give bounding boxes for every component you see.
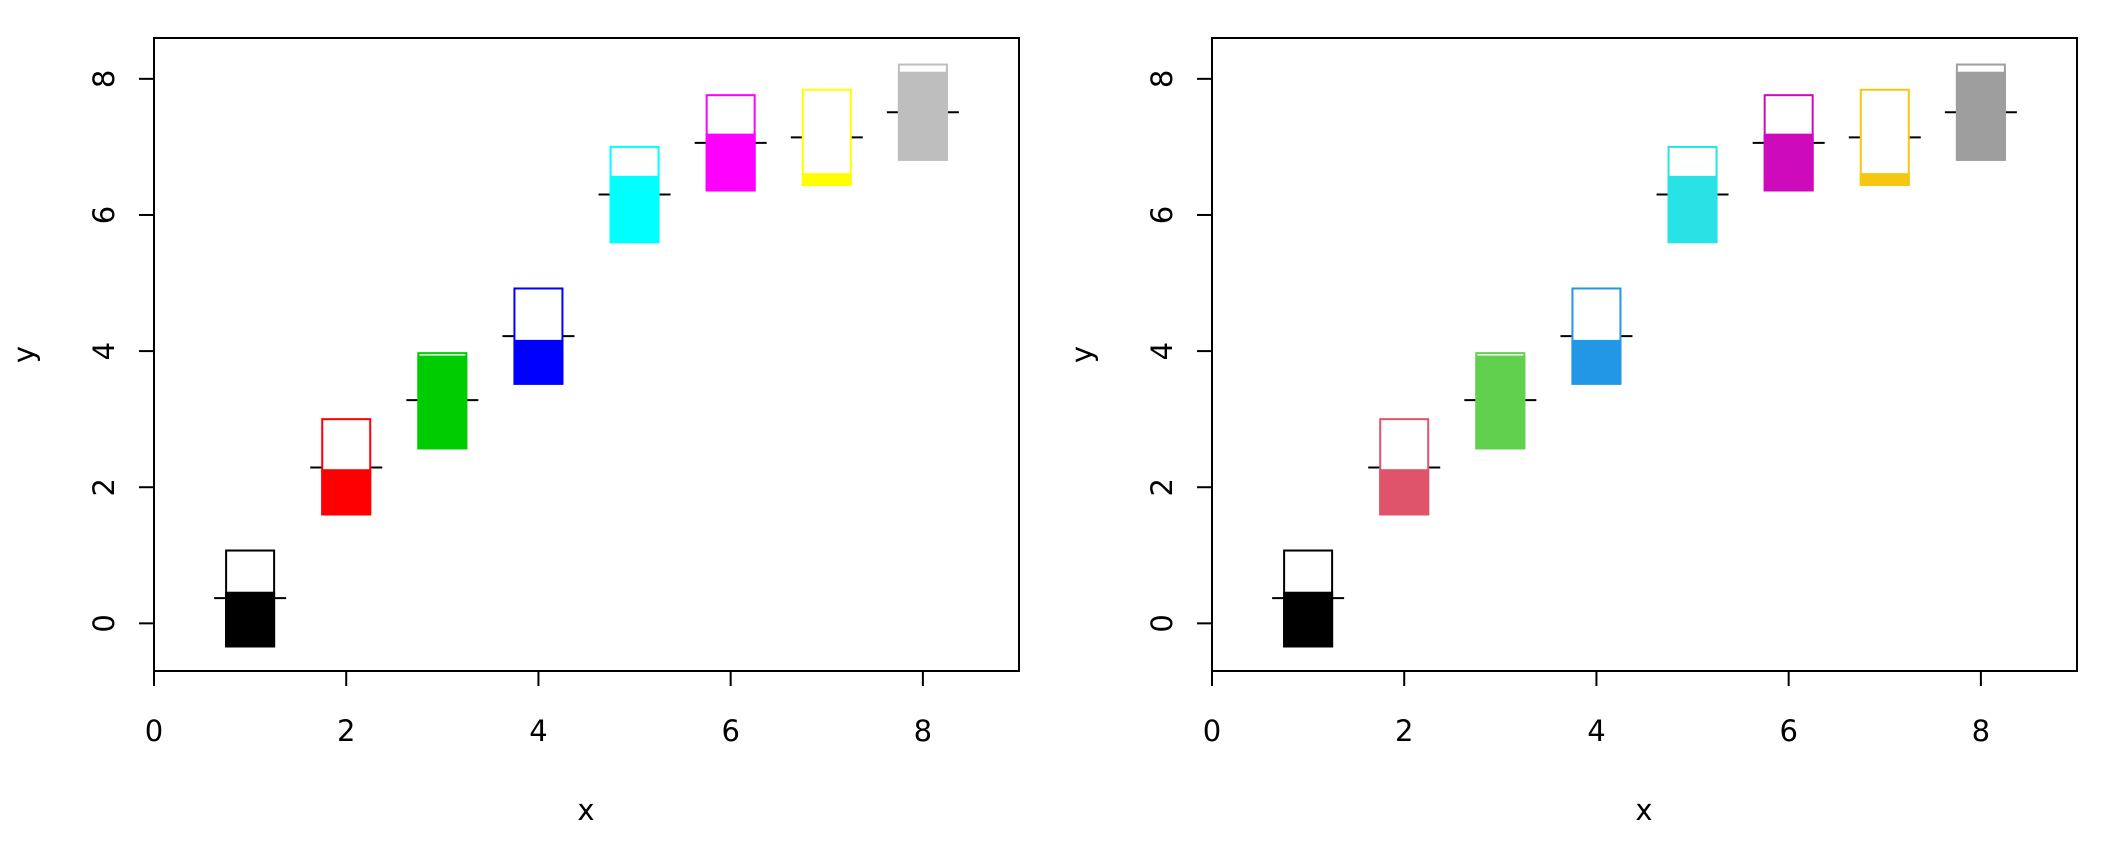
thermometer-symbol-2 — [1368, 418, 1441, 516]
x-tick-label: 4 — [529, 714, 547, 748]
y-tick-label: 2 — [87, 478, 121, 496]
thermometer-symbol-6 — [1752, 94, 1825, 192]
x-tick-label: 0 — [1203, 714, 1221, 748]
thermometer-fill — [1763, 133, 1814, 192]
x-tick-label: 8 — [914, 714, 932, 748]
x-tick-label: 6 — [721, 714, 739, 748]
x-axis-label: x — [1635, 793, 1652, 827]
y-tick-label: 8 — [1145, 70, 1179, 88]
chart-panel-1: 0 2 4 6 8 0 2 4 6 8 x y — [7, 37, 1020, 827]
thermometer-symbol-2 — [310, 418, 383, 516]
thermometer-symbol-4 — [502, 287, 575, 385]
y-tick-label: 8 — [87, 70, 121, 88]
thermometer-fill — [1571, 339, 1622, 385]
thermometer-outline — [1859, 88, 1910, 187]
y-tick-label: 4 — [1145, 342, 1179, 360]
thermometer-fill — [801, 173, 852, 187]
thermometer-fill — [1475, 355, 1526, 450]
thermometer-fill — [513, 339, 564, 385]
thermometer-fill — [1955, 71, 2006, 161]
thermometer-symbol-5 — [598, 145, 671, 244]
plot-frame — [1211, 37, 2078, 672]
thermometer-symbol-7 — [1848, 88, 1921, 187]
chart-panel-2: 0 2 4 6 8 0 2 4 6 8 x y — [1065, 37, 2078, 827]
y-axis-label: y — [7, 346, 41, 363]
y-tick-label: 6 — [1145, 206, 1179, 224]
thermometer-fill — [609, 175, 660, 244]
thermometer-symbol-8 — [886, 63, 959, 161]
thermometer-fill — [417, 355, 468, 450]
y-tick-label: 4 — [87, 342, 121, 360]
thermometer-symbol-1 — [214, 549, 287, 648]
thermometer-fill — [225, 591, 276, 648]
thermometer-symbol-3 — [406, 352, 479, 450]
x-axis-label: x — [577, 793, 594, 827]
thermometer-symbol-1 — [1272, 549, 1345, 648]
thermometer-outline — [801, 88, 852, 187]
x-tick-label: 8 — [1972, 714, 1990, 748]
thermometer-symbol-5 — [1656, 145, 1729, 244]
thermometer-fill — [1859, 173, 1910, 187]
x-tick-label: 2 — [1395, 714, 1413, 748]
thermometer-symbol-3 — [1464, 352, 1537, 450]
x-tick-label: 2 — [337, 714, 355, 748]
thermometer-fill — [1283, 591, 1334, 648]
thermometer-fill — [321, 469, 372, 516]
thermometer-fill — [897, 71, 948, 161]
thermometer-symbol-4 — [1560, 287, 1633, 385]
y-tick-label: 0 — [1145, 614, 1179, 632]
thermometer-fill — [1667, 175, 1718, 244]
y-tick-label: 0 — [87, 614, 121, 632]
thermometer-fill — [705, 133, 756, 192]
thermometer-fill — [1379, 469, 1430, 516]
plot-frame — [153, 37, 1020, 672]
y-axis-label: y — [1065, 346, 1099, 363]
y-tick-label: 6 — [87, 206, 121, 224]
x-tick-label: 6 — [1779, 714, 1797, 748]
x-tick-label: 0 — [145, 714, 163, 748]
thermometer-symbol-8 — [1944, 63, 2017, 161]
y-tick-label: 2 — [1145, 478, 1179, 496]
thermometer-symbol-7 — [790, 88, 863, 187]
x-tick-label: 4 — [1587, 714, 1605, 748]
thermometer-symbol-6 — [694, 94, 767, 192]
